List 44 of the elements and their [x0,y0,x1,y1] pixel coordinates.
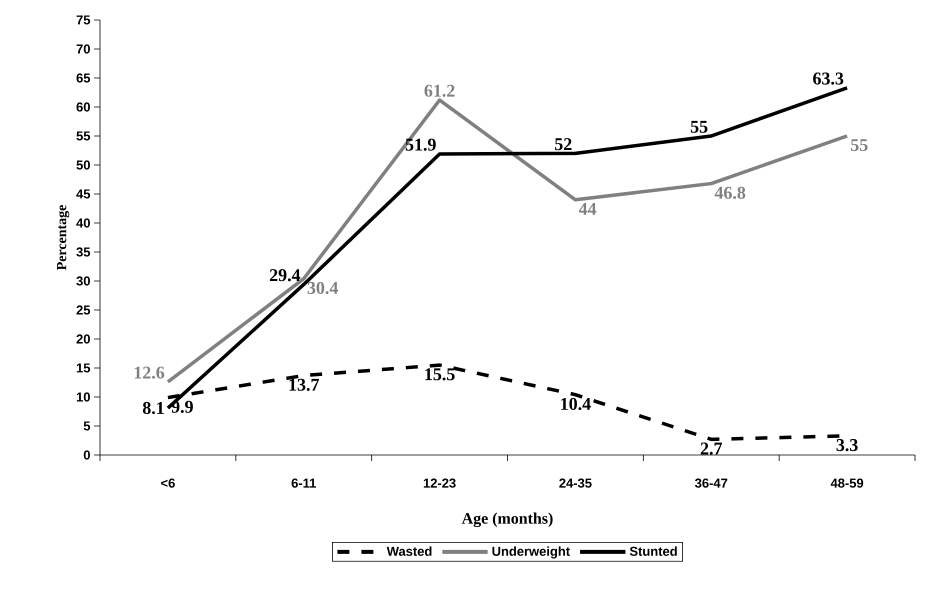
data-label: 15.5 [425,368,455,380]
data-label: 46.8 [714,186,746,199]
x-tick-label: 24-35 [559,478,592,488]
y-tick-label: 55 [76,131,90,141]
x-tick-label: 12-23 [424,478,456,488]
y-tick-label: 65 [76,73,90,83]
data-label: 55 [851,139,868,152]
y-tick-label: 60 [76,102,90,112]
y-tick-label: 15 [76,363,90,373]
x-tick-label: <6 [161,478,175,488]
y-axis-title: Percentage [57,205,70,270]
data-label: 29.4 [270,269,300,282]
y-tick-label: 5 [84,421,90,431]
data-label: 52 [555,138,572,150]
y-tick-label: 70 [76,44,90,54]
x-tick-label: 48-59 [830,478,864,488]
y-tick-label: 0 [84,450,90,460]
data-label: 61.2 [424,84,455,97]
y-tick-label: 45 [76,189,90,199]
data-label: 12.6 [134,366,164,379]
data-label: 51.9 [406,138,436,151]
y-tick-label: 50 [76,160,90,170]
data-label: 8.1 [142,402,164,414]
data-label: 3.3 [836,439,858,452]
legend-label: Underweight [492,546,570,559]
data-label: 13.7 [290,378,320,391]
data-label: 2.7 [700,442,722,455]
x-tick-label: 36-47 [694,478,728,488]
data-label: 55 [690,120,708,133]
y-tick-label: 10 [76,392,90,402]
x-axis-title: Age (months) [462,512,553,528]
y-tick-label: 25 [76,305,90,315]
data-label: 30.4 [308,282,338,294]
legend-label: Stunted [630,546,677,556]
y-tick-label: 40 [76,218,90,228]
y-tick-label: 30 [76,276,90,286]
y-tick-label: 75 [76,15,90,25]
x-tick-label: 6-11 [292,478,316,488]
legend-label: Wasted [386,546,432,556]
data-label: 10.4 [561,398,591,410]
data-label: 44 [578,202,596,215]
y-tick-label: 20 [76,334,90,344]
y-tick-label: 35 [76,247,90,257]
data-label: 63.3 [813,72,844,85]
